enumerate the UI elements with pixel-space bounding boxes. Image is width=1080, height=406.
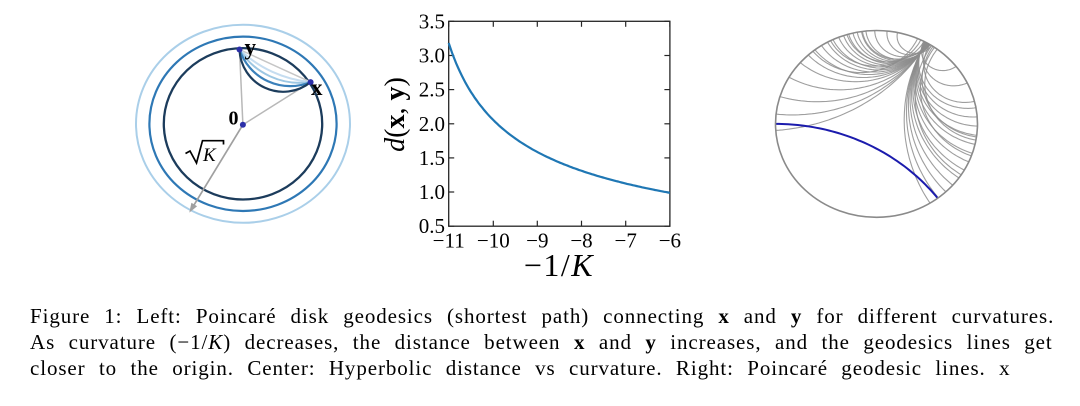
svg-text:−10: −10 [477,229,510,253]
svg-text:1.5: 1.5 [419,146,445,170]
svg-text:0.5: 0.5 [419,214,445,238]
svg-text:3.5: 3.5 [419,9,445,33]
svg-text:2.0: 2.0 [419,112,445,136]
svg-text:−11: −11 [433,229,465,253]
svg-text:−8: −8 [570,229,592,253]
svg-text:d(x, y): d(x, y) [380,77,411,152]
svg-text:K: K [202,145,217,166]
svg-text:x: x [311,75,323,100]
svg-text:−9: −9 [526,229,548,253]
svg-text:2.5: 2.5 [419,78,445,102]
svg-text:y: y [245,35,257,60]
svg-text:−1/K: −1/K [524,247,594,283]
svg-text:−7: −7 [615,229,637,253]
svg-text:1.0: 1.0 [419,180,445,204]
svg-text:−6: −6 [659,229,681,253]
svg-text:0: 0 [229,108,239,130]
svg-text:3.0: 3.0 [419,44,445,68]
